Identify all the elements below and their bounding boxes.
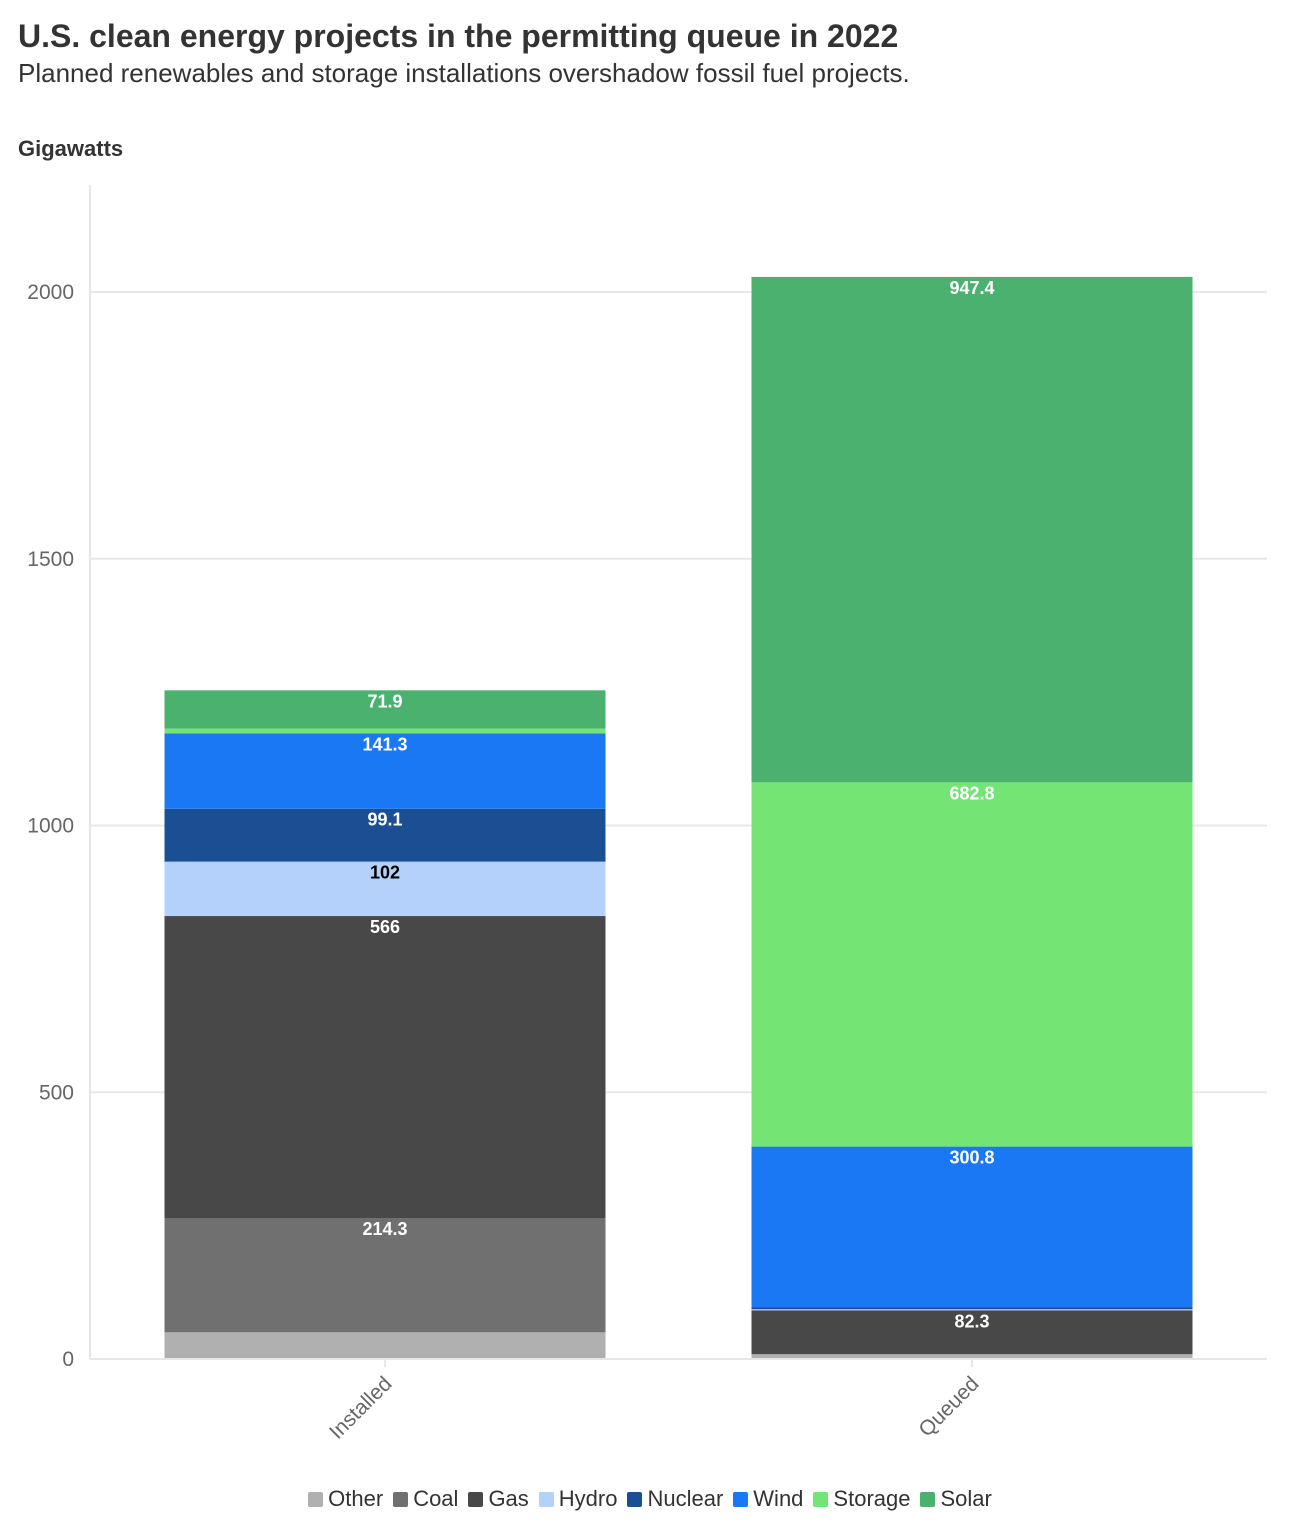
y-tick-label: 500: [39, 1081, 74, 1104]
bar-segment-storage: [751, 782, 1193, 1147]
bar-segment-nuclear: [751, 1307, 1193, 1310]
y-tick-label: 2000: [27, 281, 74, 304]
legend-item-gas: Gas: [468, 1486, 529, 1512]
bar-segment-solar: [164, 690, 606, 729]
bar-segment-coal: [164, 1217, 606, 1333]
data-label: 947.4: [949, 278, 994, 298]
y-tick-label: 1500: [27, 548, 74, 571]
data-label: 71.9: [367, 691, 402, 711]
data-label: 214.3: [362, 1219, 407, 1239]
data-label: 99.1: [367, 810, 402, 830]
legend-swatch: [538, 1491, 554, 1507]
bar-segment-wind: [164, 733, 606, 809]
data-label: 566: [370, 917, 400, 937]
legend-label: Coal: [413, 1486, 459, 1511]
legend-swatch: [920, 1491, 936, 1507]
chart-title: U.S. clean energy projects in the permit…: [18, 18, 899, 54]
legend-item-nuclear: Nuclear: [627, 1486, 723, 1512]
chart-subtitle: Planned renewables and storage installat…: [18, 58, 910, 88]
bar-segment-other: [751, 1354, 1193, 1359]
legend-item-hydro: Hydro: [538, 1486, 618, 1512]
legend-item-other: Other: [308, 1486, 383, 1512]
legend-swatch: [627, 1491, 643, 1507]
legend-label: Other: [328, 1486, 384, 1511]
bar-segment-other: [164, 1332, 606, 1359]
bar-segment-storage: [164, 728, 606, 734]
y-axis-label: Gigawatts: [18, 136, 124, 161]
data-label: 682.8: [949, 783, 994, 803]
legend-swatch: [308, 1491, 324, 1507]
bar-segment-nuclear: [164, 808, 606, 862]
x-tick-label: Installed: [325, 1372, 397, 1444]
x-tick-label: Queued: [914, 1372, 983, 1441]
y-tick-label: 0: [62, 1348, 74, 1371]
bar-segment-gas: [164, 916, 606, 1218]
data-label: 141.3: [362, 734, 407, 754]
y-tick-label: 1000: [27, 815, 74, 838]
legend-swatch: [813, 1491, 829, 1507]
legend-swatch: [393, 1491, 409, 1507]
bar-segment-solar: [751, 276, 1193, 783]
legend-item-coal: Coal: [393, 1486, 458, 1512]
plot-area: 0 500 1000 1500 2000 214.3 566 102 99.1 141.3 71.9…: [27, 185, 1267, 1444]
legend-label: Nuclear: [647, 1486, 724, 1511]
bar-segment-hydro: [164, 861, 606, 917]
legend-item-solar: Solar: [920, 1486, 992, 1512]
legend-label: Wind: [753, 1486, 804, 1511]
legend-item-storage: Storage: [813, 1486, 910, 1512]
legend-label: Gas: [488, 1486, 529, 1511]
legend: Other Coal Gas Hydro Nuclear Wind Storage Solar: [0, 1486, 1300, 1512]
bar-segment-wind: [751, 1146, 1193, 1308]
data-label: 82.3: [954, 1311, 989, 1331]
bar-segment-hydro: [751, 1309, 1193, 1311]
bar-segment-gas: [751, 1310, 1193, 1355]
legend-item-wind: Wind: [733, 1486, 803, 1512]
legend-swatch: [468, 1491, 484, 1507]
legend-swatch: [733, 1491, 749, 1507]
data-label: 102: [370, 863, 400, 883]
data-label: 300.8: [949, 1148, 994, 1168]
legend-label: Storage: [833, 1486, 911, 1511]
legend-label: Solar: [940, 1486, 992, 1511]
legend-label: Hydro: [558, 1486, 618, 1511]
